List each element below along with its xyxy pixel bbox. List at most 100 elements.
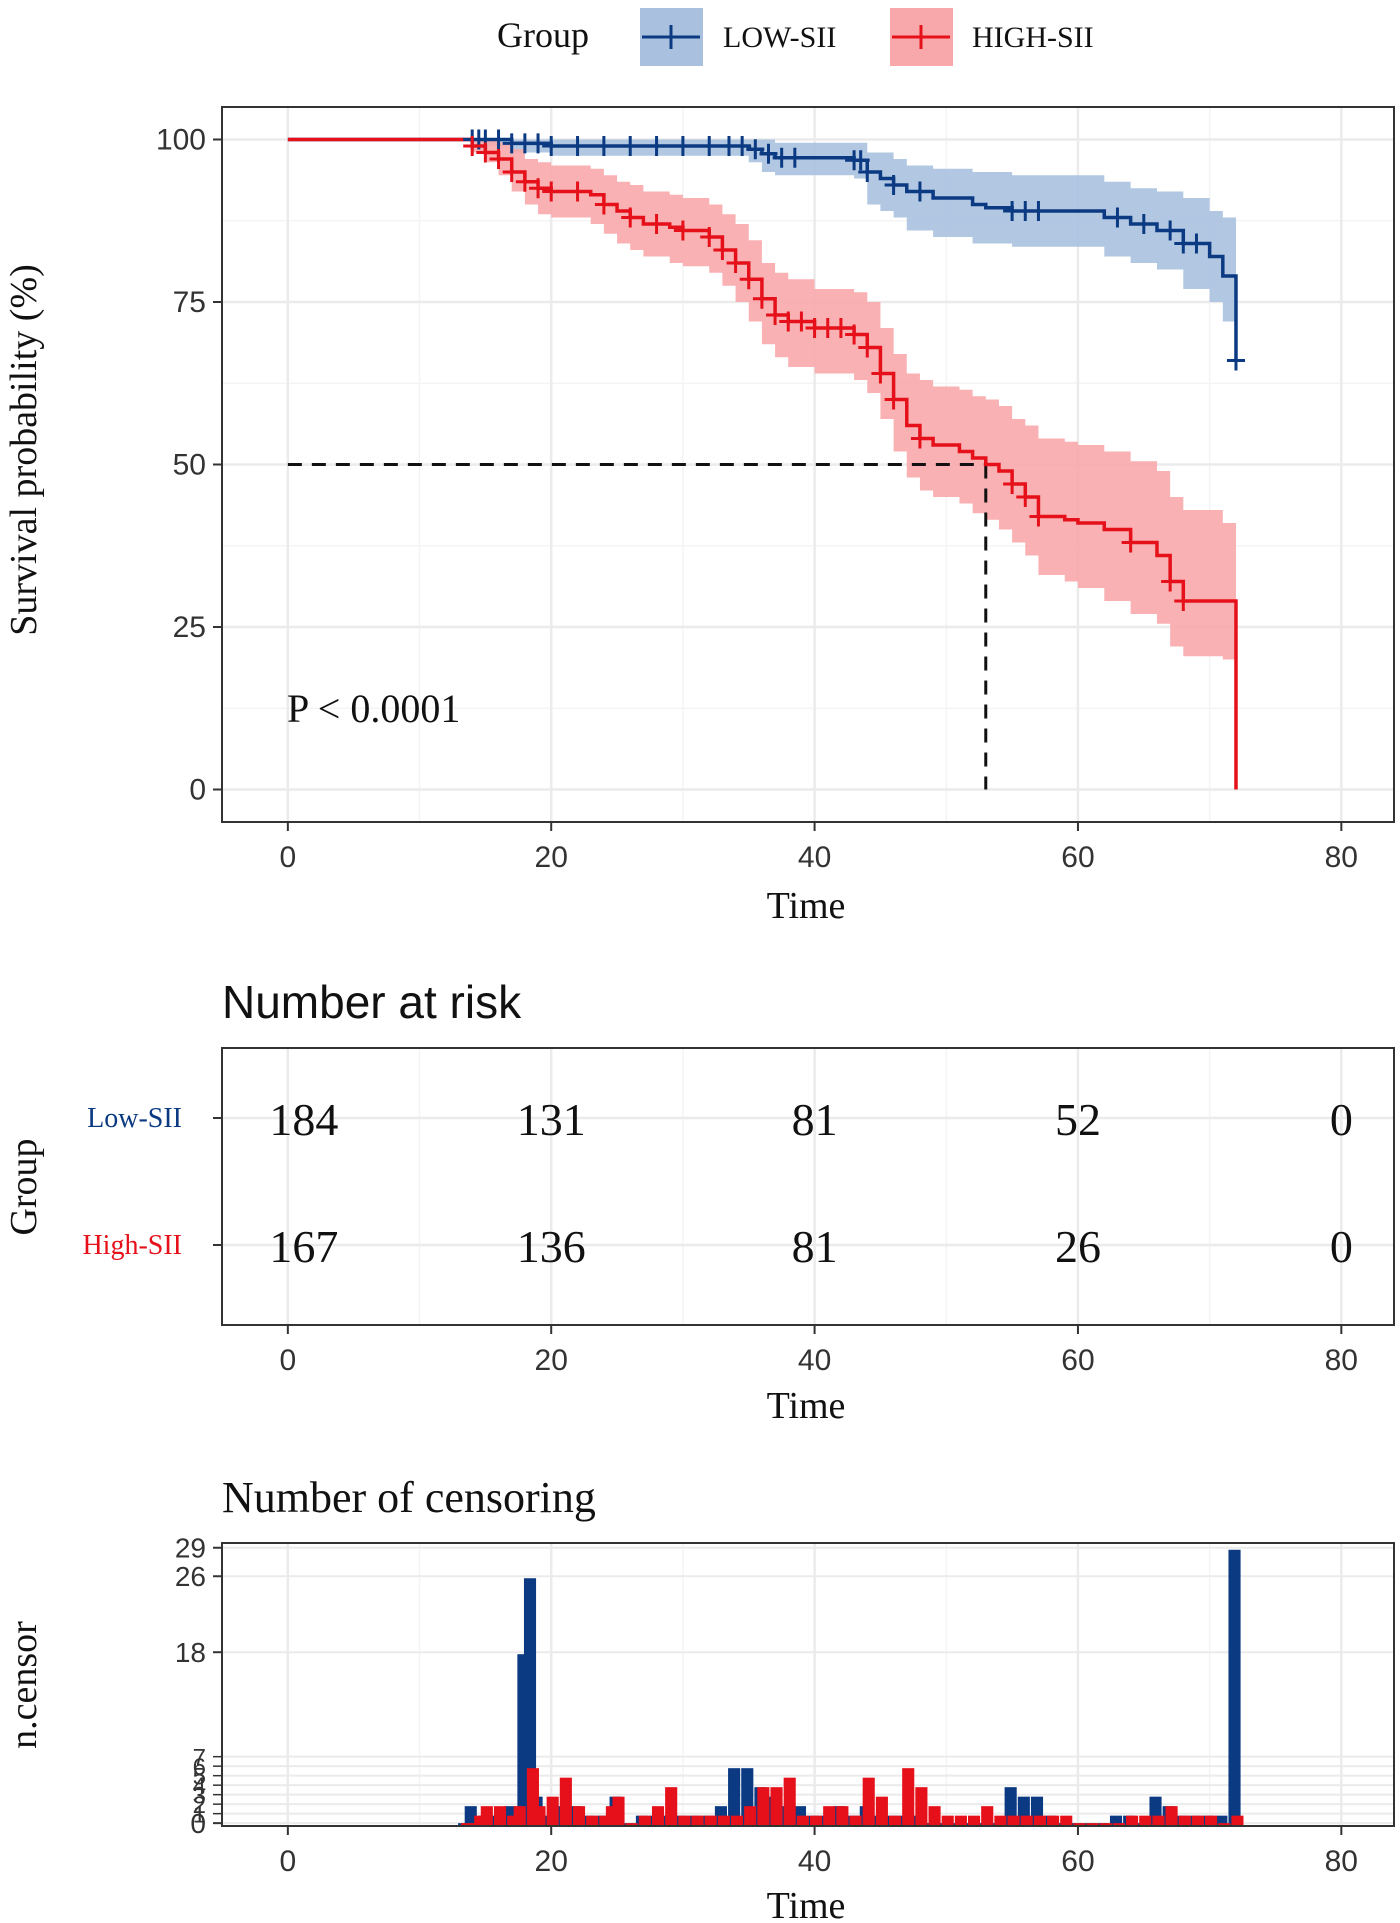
- censor-y-tick-label-crowded: 3: [193, 1783, 206, 1810]
- risk-x-tick-label: 80: [1325, 1344, 1358, 1377]
- risk-cell-low: 0: [1330, 1094, 1353, 1145]
- censor-bar-high: [981, 1806, 994, 1826]
- censor-mark-high: [831, 318, 850, 338]
- censor-bar-high: [507, 1815, 520, 1826]
- risk-cell-high: 81: [792, 1221, 838, 1272]
- risk-cell-low: 184: [269, 1094, 338, 1145]
- censor-bar-high: [691, 1815, 704, 1826]
- censor-mark-low: [1029, 201, 1048, 221]
- risk-table-cells: 184 131 81 52 0 167 136 81 26 0: [269, 1094, 1352, 1272]
- censor-mark-low: [1161, 220, 1180, 241]
- censor-bar-high: [586, 1815, 599, 1826]
- censor-bar-high: [651, 1806, 665, 1826]
- survival-y-tick-label: 0: [189, 774, 206, 807]
- censor-bar-high: [1007, 1815, 1020, 1826]
- censor-x-tick-label: 80: [1325, 1845, 1358, 1878]
- survival-x-tick-label: 0: [279, 841, 296, 874]
- censor-mark-high: [858, 337, 877, 358]
- censor-y-tick-label-crowded: 5: [193, 1764, 206, 1791]
- censor-mark-low: [647, 136, 666, 156]
- censor-y-tick-label: 29: [175, 1533, 206, 1564]
- risk-table-border: [221, 1047, 1395, 1326]
- censor-bar-high: [744, 1806, 757, 1826]
- censor-bar-high: [783, 1777, 796, 1826]
- risk-table-grid: [222, 1048, 1394, 1325]
- censor-bar-high: [612, 1796, 625, 1826]
- censor-bar-high: [875, 1796, 888, 1826]
- legend-item-high: HIGH-SII: [890, 8, 1094, 66]
- risk-table-xlabel: Time: [767, 1385, 846, 1427]
- censor-mark-low: [851, 150, 870, 171]
- censor-mark-low: [700, 136, 719, 156]
- censor-bar-high: [941, 1815, 954, 1826]
- survival-x-tick-label: 20: [535, 841, 568, 874]
- censor-mark-high: [621, 207, 640, 228]
- censor-y-tick-label: 26: [175, 1561, 206, 1592]
- censor-mark-high: [752, 288, 771, 309]
- censor-bar-high: [704, 1815, 717, 1826]
- risk-cell-high: 167: [269, 1221, 338, 1272]
- censor-mark-high: [792, 311, 811, 332]
- risk-cell-high: 136: [517, 1221, 586, 1272]
- censor-bar-high: [1060, 1815, 1073, 1826]
- censor-mark-low: [785, 147, 804, 168]
- censor-bar-high: [572, 1806, 586, 1826]
- censor-bar-high: [915, 1787, 928, 1826]
- censor-bar-high: [717, 1815, 730, 1826]
- censor-mark-low: [1226, 350, 1245, 371]
- censor-x-tick-label: 40: [798, 1845, 831, 1878]
- legend-item-low: LOW-SII: [640, 8, 836, 66]
- censor-bar-high: [1112, 1823, 1125, 1826]
- legend-title: Group: [497, 15, 589, 55]
- censoring-grid: [222, 1543, 1394, 1826]
- risk-cell-low: 81: [792, 1094, 838, 1145]
- censor-bar-low: [1109, 1815, 1123, 1826]
- censor-bar-high: [1099, 1823, 1112, 1826]
- survival-x-tick-label: 40: [798, 841, 831, 874]
- censor-bar-high: [467, 1823, 480, 1826]
- censor-bar-high: [994, 1815, 1007, 1826]
- risk-x-tick-label: 40: [798, 1344, 831, 1377]
- censor-y-tick-label-crowded: 6: [193, 1754, 206, 1781]
- censor-y-tick-label-crowded: 2: [193, 1792, 206, 1819]
- risk-x-tick-label: 60: [1061, 1344, 1094, 1377]
- survival-panel: 0 20 40 60 80 0 25 50 75 100 P < 0.0001 Time Surv…: [3, 106, 1395, 927]
- censor-mark-high: [1003, 474, 1022, 494]
- confidence-band-low: [287, 139, 1236, 361]
- censor-mark-low: [759, 143, 778, 164]
- censor-mark-high: [910, 428, 929, 449]
- censor-y-tick-label-crowded: 7: [193, 1745, 206, 1772]
- censor-bar-high: [480, 1806, 493, 1826]
- legend-label-high: HIGH-SII: [972, 21, 1094, 54]
- censor-bar-high: [533, 1806, 546, 1826]
- censor-bar-high: [493, 1806, 507, 1826]
- censor-bar-high: [770, 1787, 783, 1826]
- censor-y-tick-label: 18: [175, 1637, 206, 1668]
- censor-mark-high: [673, 220, 692, 241]
- censor-bar-high: [730, 1815, 744, 1826]
- censor-bar-high: [599, 1815, 612, 1826]
- censor-bar-low: [1004, 1787, 1017, 1826]
- risk-row-label-high: High-SII: [82, 1230, 182, 1261]
- censor-bar-high: [1033, 1815, 1046, 1826]
- censor-mark-low: [1187, 233, 1206, 254]
- legend: Group LOW-SII HIGH-SII: [497, 8, 1094, 66]
- censor-bar-high: [474, 1815, 487, 1826]
- censor-mark-high: [1029, 506, 1048, 527]
- censor-bar-high: [665, 1787, 678, 1826]
- censor-mark-high: [502, 162, 521, 182]
- censor-bar-high: [862, 1777, 875, 1826]
- censor-mark-high: [845, 324, 864, 345]
- censor-mark-low: [568, 136, 587, 156]
- risk-table-title: Number at risk: [222, 976, 522, 1028]
- censor-mark-high: [871, 363, 890, 384]
- survival-censor-marks: [463, 129, 1245, 611]
- censoring-panel-border: [221, 1542, 1395, 1827]
- censor-mark-low: [746, 139, 765, 160]
- censor-bar-low: [464, 1806, 477, 1826]
- p-value-annotation: P < 0.0001: [287, 686, 460, 731]
- censor-y-tick-label-crowded: 1: [193, 1802, 206, 1829]
- censor-bar-high: [1086, 1823, 1099, 1826]
- censor-y-tick-label-crowded: 4: [193, 1773, 206, 1800]
